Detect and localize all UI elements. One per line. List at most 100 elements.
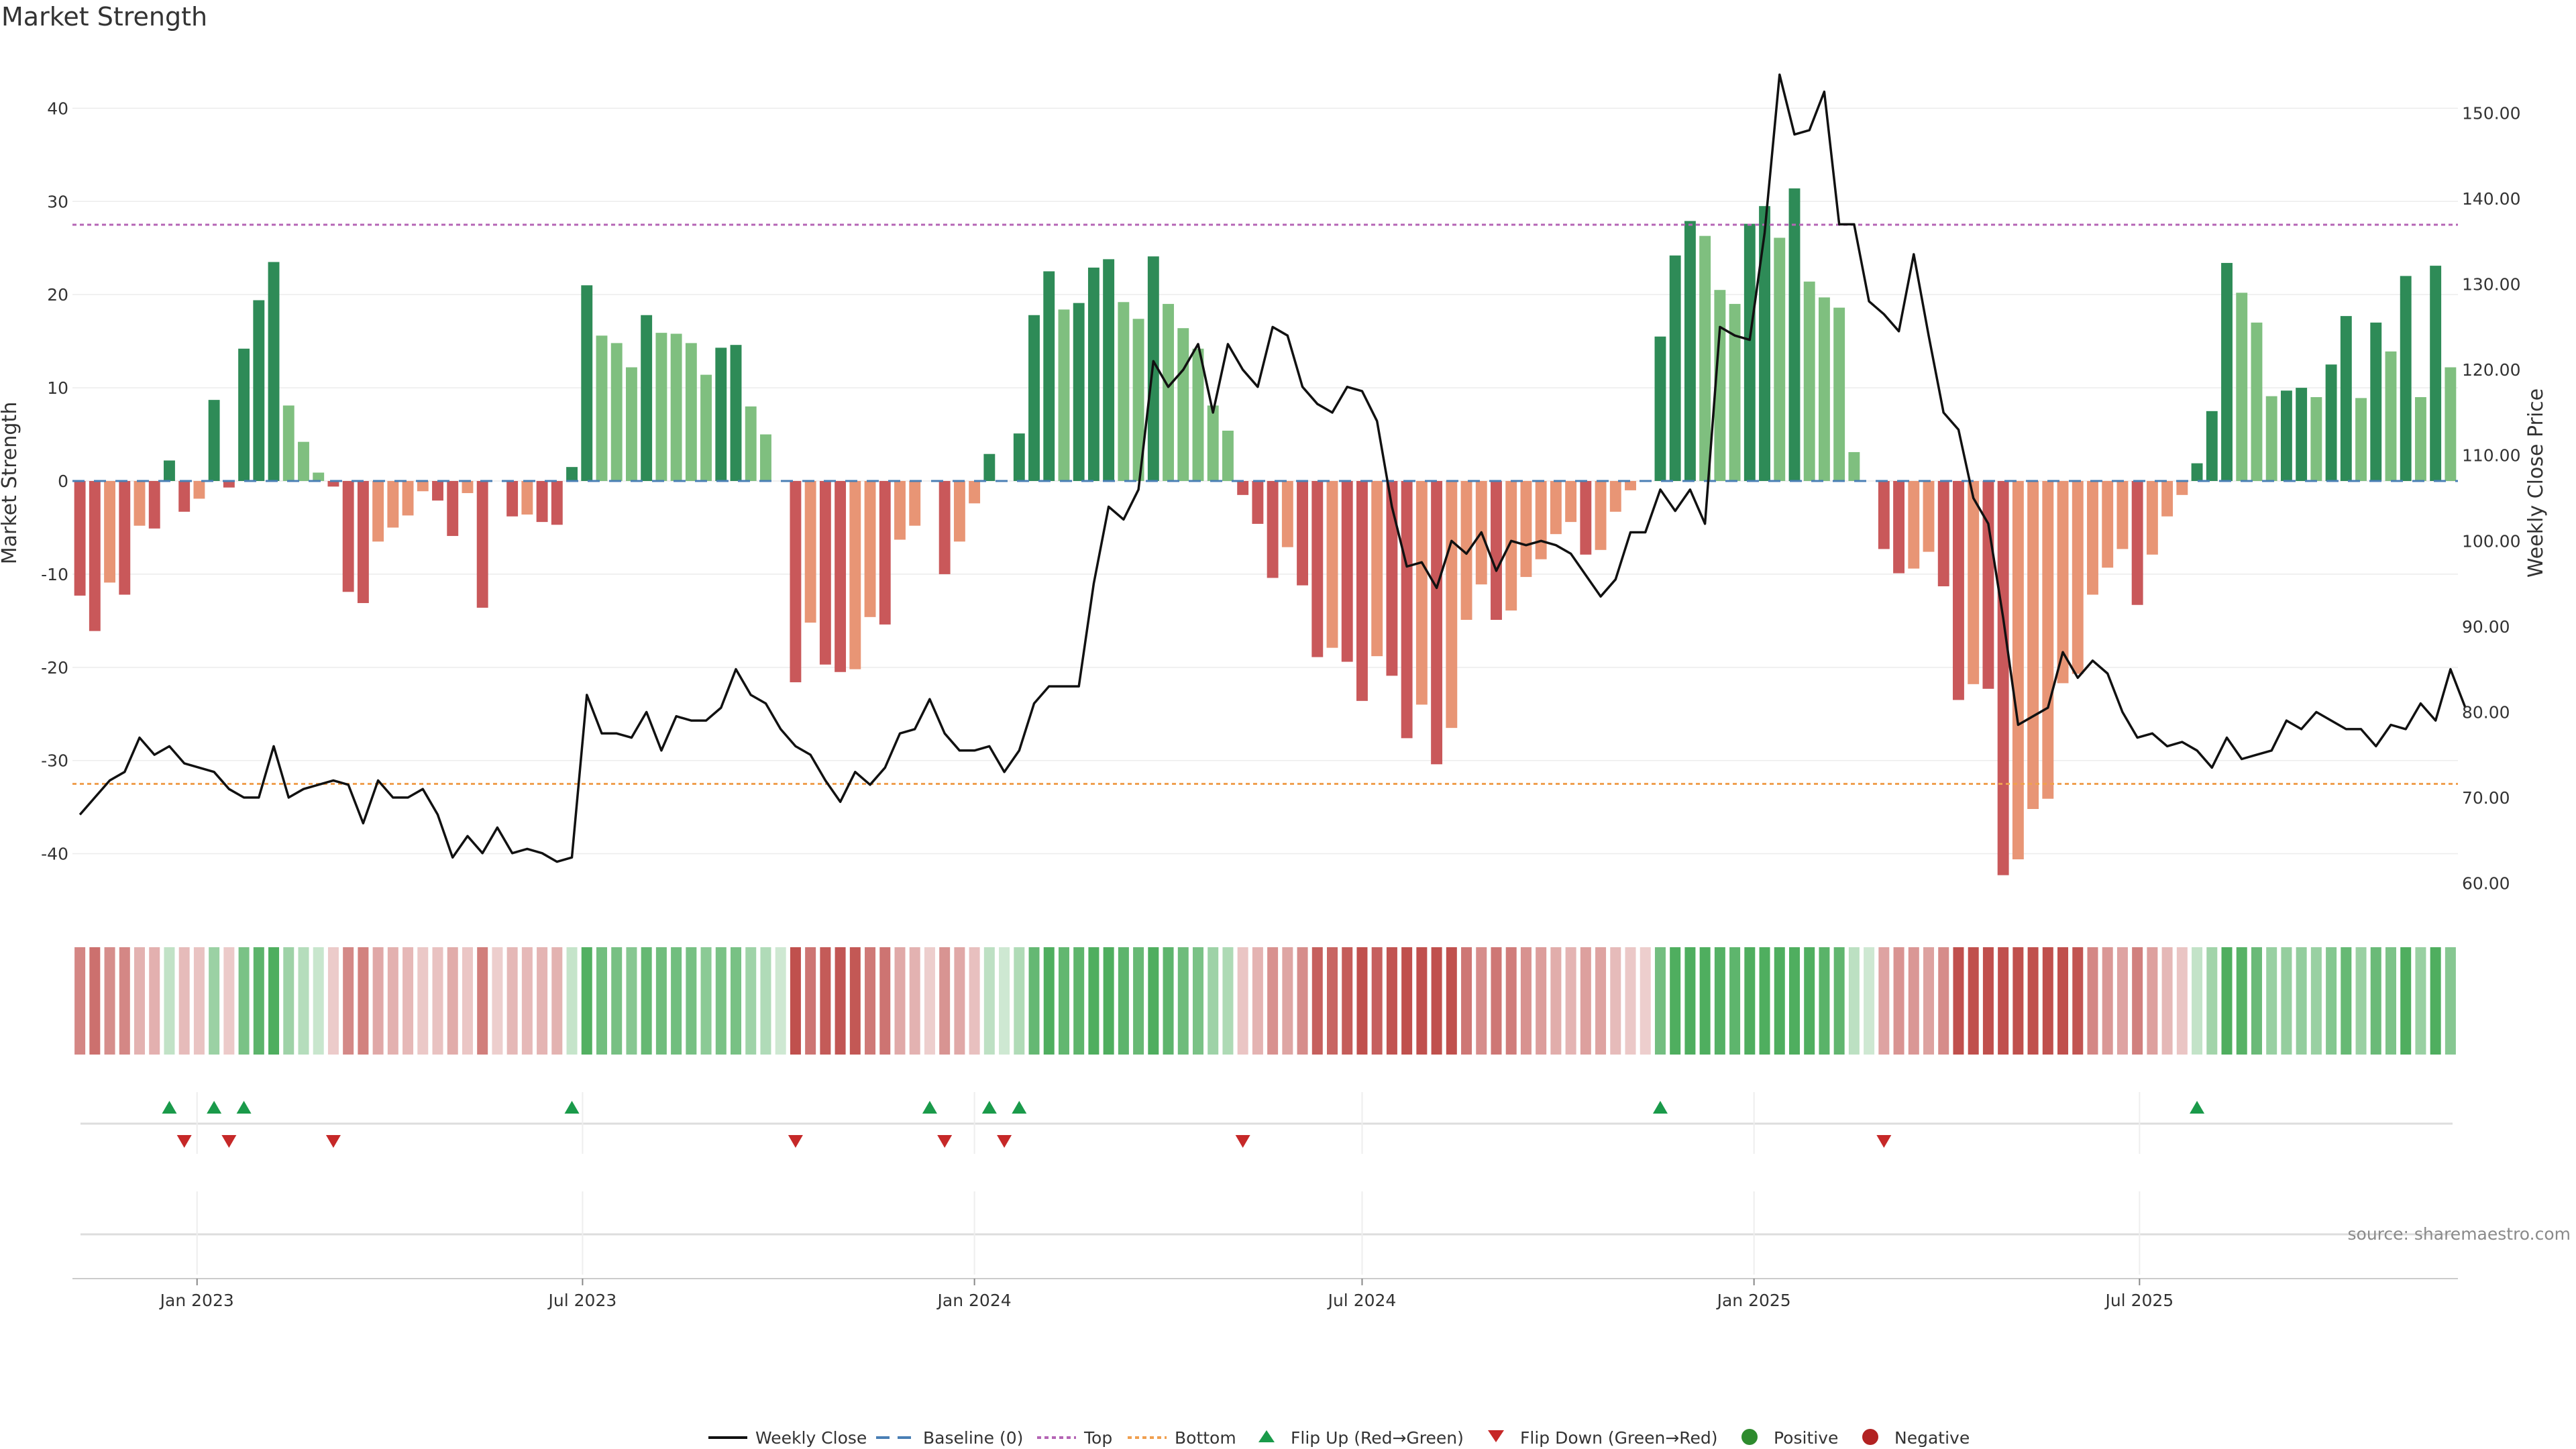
heat-cell <box>178 947 190 1055</box>
strength-bar <box>1177 328 1189 481</box>
heat-cell <box>1327 947 1338 1055</box>
heat-cell <box>939 947 951 1055</box>
strength-bar <box>402 481 414 516</box>
heat-cell <box>2072 947 2084 1055</box>
strength-bar <box>1848 451 1860 481</box>
strength-bar <box>641 315 653 481</box>
right-tick-label: 130.00 <box>2462 275 2520 294</box>
x-axis: Jan 2023 Jul 2023 Jan 2024 Jul 2024 Jan 2025… <box>72 1278 2458 1310</box>
negative-dot-icon <box>1862 1429 1878 1445</box>
legend-top: Top <box>1037 1428 1112 1448</box>
strength-bar <box>1326 481 1338 648</box>
strength-bar <box>1997 481 2009 875</box>
flip-up-marker <box>1012 1101 1027 1114</box>
heat-cell <box>700 947 712 1055</box>
heat-cell <box>193 947 205 1055</box>
left-tick-label: -30 <box>41 751 68 771</box>
flip-down-marker <box>788 1135 803 1148</box>
strength-bar <box>1565 481 1577 523</box>
heat-cell <box>1222 947 1234 1055</box>
heat-cell <box>1476 947 1487 1055</box>
strength-bar <box>238 348 250 481</box>
heat-cell <box>581 947 592 1055</box>
heat-cell <box>1968 947 1979 1055</box>
heat-cell <box>432 947 443 1055</box>
heat-cell <box>2102 947 2113 1055</box>
strength-bar <box>715 347 727 481</box>
left-tick-label: 0 <box>58 472 68 491</box>
heat-cell <box>1848 947 1860 1055</box>
strength-bar <box>894 481 906 540</box>
legend-baseline: Baseline (0) <box>876 1428 1023 1448</box>
heat-cell <box>731 947 742 1055</box>
strength-bar <box>1058 309 1070 481</box>
heat-cell <box>835 947 846 1055</box>
strength-bar <box>2176 481 2188 495</box>
heat-cell <box>1670 947 1681 1055</box>
heat-cell <box>671 947 682 1055</box>
heat-cell <box>1684 947 1696 1055</box>
heat-cell <box>2057 947 2069 1055</box>
heat-cell <box>1014 947 1025 1055</box>
legend-label: Flip Up (Red→Green) <box>1291 1428 1464 1448</box>
strength-bar <box>864 481 876 617</box>
strength-bar <box>1878 481 1890 549</box>
heat-cell <box>402 947 414 1055</box>
strength-bar <box>1491 481 1502 620</box>
strength-bar <box>581 285 593 481</box>
strength-bar <box>1609 481 1621 512</box>
right-axis-label: Weekly Close Price <box>2524 388 2548 578</box>
strength-bar <box>1982 481 1994 689</box>
flip-down-marker <box>1235 1135 1250 1148</box>
strength-bar <box>193 481 205 499</box>
left-tick-label: -20 <box>41 658 68 678</box>
strength-bar <box>2325 364 2337 481</box>
heat-cell <box>1520 947 1532 1055</box>
heat-cell <box>1192 947 1203 1055</box>
heat-cell <box>1580 947 1591 1055</box>
heat-cell <box>865 947 876 1055</box>
strength-bar <box>2430 266 2442 481</box>
strength-bar <box>909 481 921 526</box>
heat-cell <box>1073 947 1085 1055</box>
strength-bar <box>1729 304 1741 481</box>
legend-label: Bottom <box>1175 1428 1236 1448</box>
heat-cell <box>2266 947 2277 1055</box>
strength-bar <box>372 481 384 542</box>
heat-cell <box>2042 947 2053 1055</box>
strength-bar <box>1580 481 1592 555</box>
strength-bar <box>2400 276 2412 481</box>
strength-bar <box>760 434 771 481</box>
flip-up-marker <box>236 1101 252 1114</box>
strength-bar <box>521 481 533 515</box>
heat-cell <box>1461 947 1472 1055</box>
heat-cell <box>2176 947 2188 1055</box>
heat-cell <box>1103 947 1114 1055</box>
flip-down-marker <box>1876 1135 1892 1148</box>
heat-cell <box>298 947 309 1055</box>
left-axis-ticks: 40 30 20 10 0 -10 -20 -30 -40 <box>41 99 68 863</box>
heat-cell <box>2236 947 2247 1055</box>
flip-markers-panel <box>80 1092 2453 1275</box>
x-tick-label: Jan 2025 <box>1716 1291 1791 1310</box>
strength-bar <box>89 481 101 631</box>
strength-bar <box>1281 481 1293 547</box>
strength-bar <box>2012 481 2024 859</box>
flip-up-marker <box>981 1101 997 1114</box>
heat-cell <box>1282 947 1293 1055</box>
heat-cell <box>1118 947 1129 1055</box>
heat-cell <box>760 947 771 1055</box>
heat-cell <box>745 947 757 1055</box>
heat-cell <box>1878 947 1890 1055</box>
strength-bar <box>133 481 146 526</box>
strength-bar <box>879 481 891 625</box>
heat-cell <box>641 947 652 1055</box>
heat-cell <box>1654 947 1666 1055</box>
heat-cell <box>134 947 146 1055</box>
left-tick-label: 30 <box>47 192 68 211</box>
strength-bar <box>1669 255 1681 481</box>
strength-bar <box>1222 430 1234 481</box>
strength-bar <box>953 481 965 542</box>
flip-up-marker <box>564 1101 580 1114</box>
